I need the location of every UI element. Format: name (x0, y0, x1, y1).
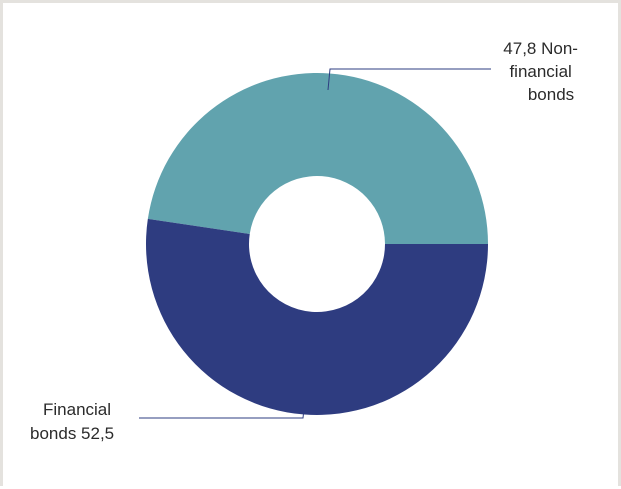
leader-line-non-financial (327, 68, 491, 91)
label-non-financial-line-2: financial (509, 62, 571, 81)
label-financial-line-2: bonds 52,5 (30, 424, 114, 443)
slices-layer (145, 73, 488, 416)
label-non-financial-bonds: 47,8 Non- financial bonds (503, 39, 582, 104)
leader-lines-layer (139, 68, 491, 419)
donut-chart: 47,8 Non- financial bonds Financial bond… (30, 39, 582, 443)
label-financial-line-1: Financial (43, 400, 111, 419)
slice-financial-bonds (145, 218, 488, 416)
leader-line-financial (139, 398, 306, 419)
label-non-financial-line-1: 47,8 Non- (503, 39, 578, 58)
label-financial-bonds: Financial bonds 52,5 (30, 400, 116, 443)
slice-non-financial-bonds (147, 73, 488, 244)
label-non-financial-line-3: bonds (528, 85, 574, 104)
